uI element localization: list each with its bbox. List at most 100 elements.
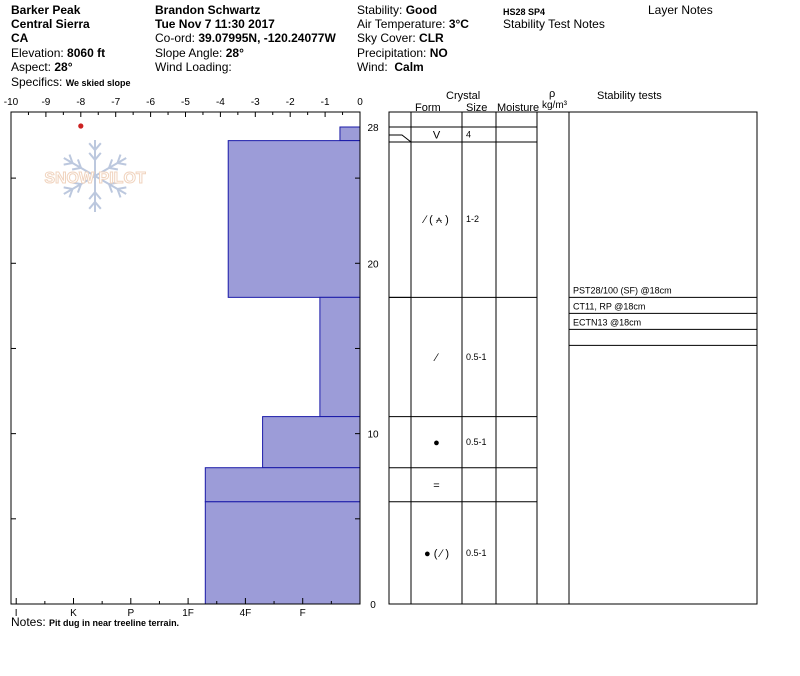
stability-tests-header: Stability tests	[597, 90, 662, 102]
elevation: Elevation: 8060 ft	[11, 46, 106, 60]
density-symbol: ρ	[549, 88, 556, 100]
slope-angle: Slope Angle: 28°	[155, 46, 244, 60]
snowflake-branch	[116, 188, 122, 198]
snowflake-branch	[76, 159, 82, 169]
temp-tick-label: -6	[146, 97, 155, 108]
hardness-bar	[204, 501, 361, 605]
height-tick-label: 20	[367, 259, 379, 270]
temperature-axis: -10 -9 -8 -7 -6 -5 -4 -3 -2 -1 0	[4, 97, 363, 117]
stability-test: PST28/100 (SF) @18cm	[573, 285, 672, 295]
grain-size: 1-2	[466, 214, 479, 224]
hardness-bar	[204, 467, 361, 503]
layer-table: V 4 ∕ ( ⩜ ) 1-2 ∕ 0.5-1 ● 0.5-1 = ● ( ∕ ) 0.5-1	[388, 111, 758, 605]
hardness-tick-label: P	[127, 608, 134, 619]
coordinates: Co-ord: 39.07995N, -120.24077W	[155, 31, 336, 45]
notes: Notes: Pit dug in near treeline terrain.	[11, 615, 180, 629]
density-unit: kg/m³	[542, 100, 567, 111]
snowflake-branch	[68, 154, 74, 164]
snowflake-branch	[108, 181, 119, 186]
temp-tick-label: -3	[251, 97, 260, 108]
snowflake-branch	[94, 191, 102, 200]
size-header: Size	[466, 102, 488, 114]
observer-name: Brandon Schwartz	[155, 3, 261, 17]
snowflake-branch	[88, 191, 96, 200]
stability-test: CT11, RP @18cm	[573, 301, 645, 311]
observation-datetime: Tue Nov 7 11:30 2017	[155, 17, 275, 31]
sky-cover: Sky Cover: CLR	[357, 31, 444, 45]
hardness-tick-label: K	[70, 608, 77, 619]
grain-form: V	[433, 130, 441, 142]
snowflake-branch	[116, 154, 122, 164]
grain-size: 0.5-1	[466, 548, 487, 558]
layer-connector	[389, 134, 412, 143]
height-axis: 0 10 20 28	[11, 123, 379, 611]
grain-form: ∕	[433, 352, 440, 364]
snowflake-arm	[63, 157, 96, 177]
location-name: Barker Peak	[11, 3, 81, 17]
snowflake-branch	[88, 201, 96, 210]
mountain-range: Central Sierra	[11, 17, 90, 31]
height-tick-label: 10	[367, 430, 379, 441]
aspect: Aspect: 28°	[11, 60, 73, 74]
grain-form: =	[433, 480, 439, 492]
grain-form: ●	[433, 437, 440, 449]
grain-form: ∕ ( ⩜ )	[421, 214, 449, 226]
temp-tick-label: -9	[41, 97, 50, 108]
snowflake-arm	[94, 157, 127, 177]
hardness-axis: I K P 1F 4F F	[15, 598, 332, 619]
grain-form: ● ( ∕ )	[424, 548, 449, 560]
temperature-profile	[78, 123, 84, 129]
temp-tick-label: -1	[321, 97, 330, 108]
snowflake-branch	[117, 186, 127, 190]
temp-tick-label: -4	[216, 97, 225, 108]
snowflake-branch	[68, 188, 74, 198]
grain-size: 0.5-1	[466, 352, 487, 362]
stability-tests-list: PST28/100 (SF) @18cm CT11, RP @18cm ECTN13…	[389, 285, 757, 346]
state: CA	[11, 31, 29, 45]
hardness-tick-label: F	[300, 608, 306, 619]
hardness-bar	[227, 140, 361, 298]
hardness-tick-label: I	[15, 608, 18, 619]
wind-loading: Wind Loading:	[155, 60, 232, 74]
temp-tick-label: 0	[357, 97, 363, 108]
hardness-bar	[319, 296, 361, 418]
temperature-point	[78, 123, 84, 129]
form-header: Form	[415, 102, 441, 114]
hs-code: HS28 SP4	[503, 7, 546, 17]
hardness-tick-label: 4F	[240, 608, 252, 619]
temp-tick-label: -5	[181, 97, 190, 108]
crystal-header: Crystal	[446, 90, 481, 102]
snowflake-branch	[76, 183, 82, 193]
height-tick-label: 0	[370, 600, 376, 611]
stability-test-notes-label: Stability Test Notes	[503, 17, 605, 31]
snowflake-branch	[88, 152, 96, 161]
temp-tick-label: -10	[4, 97, 19, 108]
snowflake-branch	[88, 142, 96, 151]
snowflake-arm	[94, 175, 127, 195]
moisture-header: Moisture	[497, 102, 540, 114]
snowflake-branch	[108, 159, 114, 169]
snowflake-branch	[117, 162, 127, 166]
snowflake-branch	[63, 186, 73, 190]
precipitation: Precipitation: NO	[357, 46, 448, 60]
stability: Stability: Good	[357, 3, 438, 17]
wind: Wind: Calm	[357, 60, 424, 74]
snowflake-branch	[94, 142, 102, 151]
air-temperature: Air Temperature: 3°C	[357, 17, 469, 31]
hardness-tick-label: 1F	[182, 608, 194, 619]
temp-tick-label: -7	[111, 97, 120, 108]
hardness-bar	[262, 416, 361, 469]
temp-tick-label: -2	[286, 97, 295, 108]
grain-size: 4	[466, 130, 471, 140]
table-border	[388, 111, 758, 605]
specifics: Specifics: We skied slope	[11, 75, 131, 89]
snowflake-branch	[71, 181, 82, 186]
snowflake-branch	[94, 152, 102, 161]
hardness-profile	[204, 126, 361, 605]
snowflake-branch	[63, 162, 73, 166]
grain-size: 0.5-1	[466, 437, 487, 447]
snowflake-arm	[63, 175, 96, 195]
snowflake-branch	[108, 183, 114, 193]
snowflake-branch	[94, 201, 102, 210]
snowflake-branch	[71, 166, 82, 171]
